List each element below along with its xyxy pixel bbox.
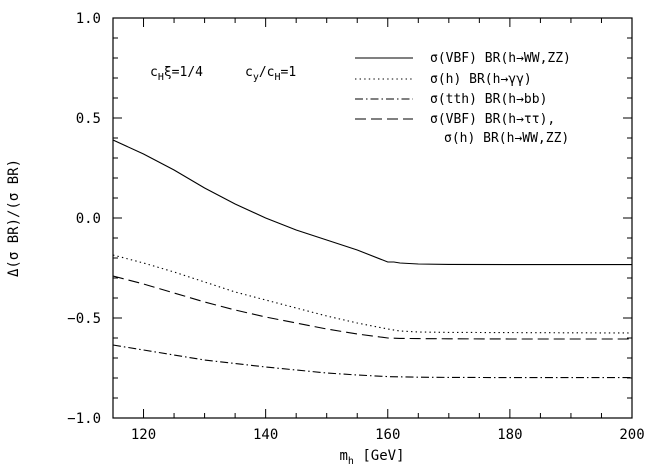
legend-label-h-gammagamma: σ(h) BR(h→γγ) (430, 72, 532, 87)
x-axis-label: mh [GeV] (339, 448, 404, 467)
x-tick-label: 140 (253, 427, 278, 443)
series-line-dashed (112, 275, 632, 340)
series-line-solid (112, 139, 632, 266)
curves (112, 139, 633, 379)
legend-label-tth-bb: σ(tth) BR(h→bb) (430, 92, 547, 107)
y-tick-label: 0.0 (76, 211, 101, 227)
annotation-left: cHξ=1/4 (150, 65, 203, 83)
x-tick-label: 120 (131, 427, 156, 443)
legend-label-vbf-tautau: σ(VBF) BR(h→ττ), (430, 112, 555, 127)
y-axis-label: Δ(σ BR)/(σ BR) (6, 159, 22, 277)
series-line-dotted (112, 254, 633, 334)
legend: σ(VBF) BR(h→WW,ZZ) σ(h) BR(h→γγ) σ(tth) … (355, 51, 571, 146)
tick-labels: 120 140 160 180 200 −1.0 −0.5 0.0 0.5 1.0 (67, 11, 644, 443)
legend-label-vbf-ww: σ(VBF) BR(h→WW,ZZ) (430, 51, 571, 66)
y-tick-label: 0.5 (76, 111, 101, 127)
y-tick-label: −0.5 (67, 311, 101, 327)
series-line-dashdot (112, 344, 632, 379)
y-tick-label: 1.0 (76, 11, 101, 27)
y-tick-label: −1.0 (67, 411, 101, 427)
annotation-right: cy/cH=1 (245, 65, 296, 83)
x-tick-label: 180 (497, 427, 522, 443)
axis-ticks (112, 17, 633, 419)
x-tick-label: 200 (619, 427, 644, 443)
x-tick-label: 160 (375, 427, 400, 443)
legend-label-h-ww: σ(h) BR(h→WW,ZZ) (444, 131, 569, 146)
